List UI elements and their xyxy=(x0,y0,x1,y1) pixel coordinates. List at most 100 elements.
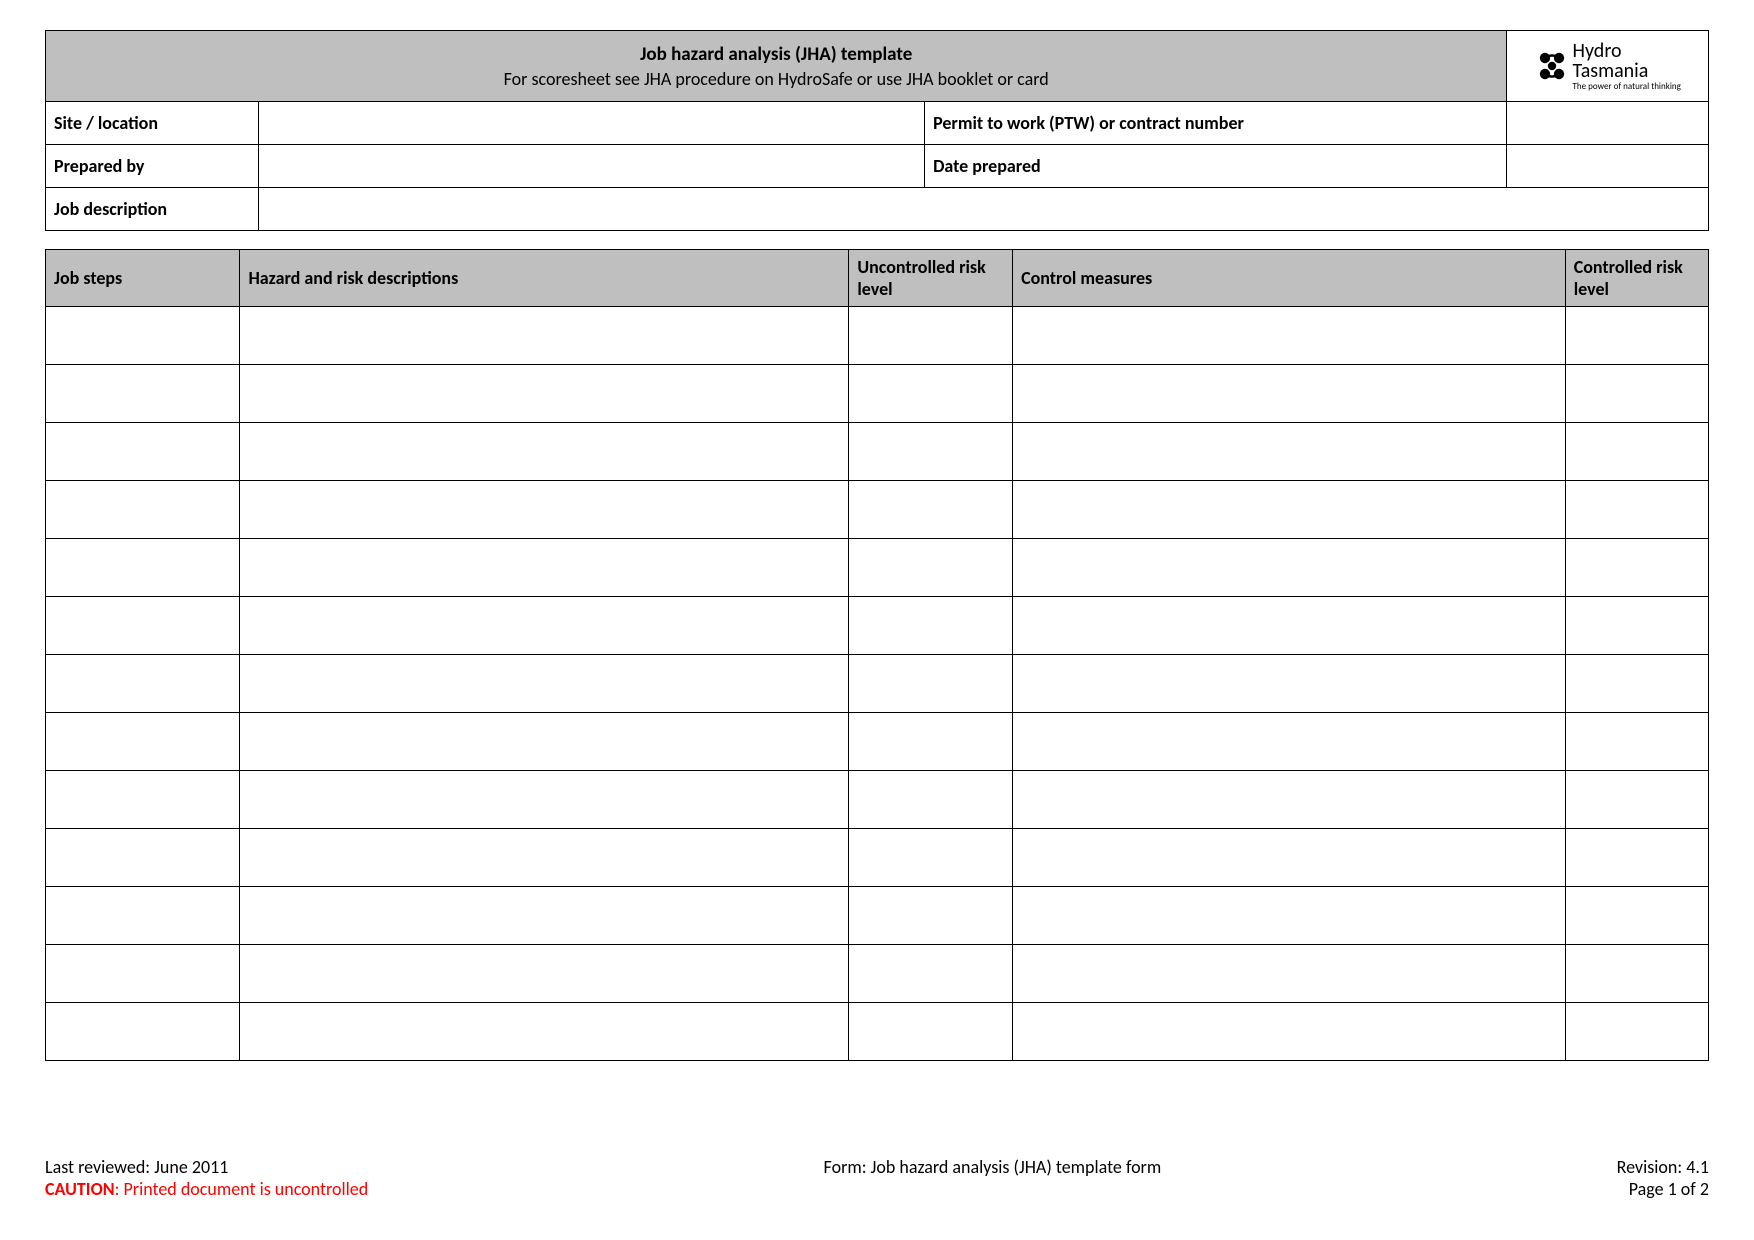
table-cell[interactable] xyxy=(46,829,240,887)
table-cell[interactable] xyxy=(1565,945,1708,1003)
logo-line2: Tasmania xyxy=(1573,61,1681,81)
table-cell[interactable] xyxy=(1013,655,1566,713)
job-description-value[interactable] xyxy=(258,188,1708,231)
table-cell[interactable] xyxy=(1013,423,1566,481)
table-cell[interactable] xyxy=(1013,945,1566,1003)
table-row xyxy=(46,539,1709,597)
table-cell[interactable] xyxy=(849,713,1013,771)
table-cell[interactable] xyxy=(1565,423,1708,481)
table-cell[interactable] xyxy=(1565,597,1708,655)
table-row xyxy=(46,655,1709,713)
table-cell[interactable] xyxy=(1565,887,1708,945)
table-cell[interactable] xyxy=(46,655,240,713)
table-cell[interactable] xyxy=(1565,829,1708,887)
table-cell[interactable] xyxy=(46,771,240,829)
table-cell[interactable] xyxy=(849,365,1013,423)
col-control-measures: Control measures xyxy=(1013,250,1566,307)
revision-value: 4.1 xyxy=(1686,1156,1709,1178)
table-cell[interactable] xyxy=(849,481,1013,539)
table-cell[interactable] xyxy=(240,887,849,945)
table-row xyxy=(46,1003,1709,1061)
permit-value[interactable] xyxy=(1507,102,1709,145)
table-cell[interactable] xyxy=(1013,481,1566,539)
caution-text: : Printed document is uncontrolled xyxy=(115,1178,369,1200)
table-row xyxy=(46,365,1709,423)
table-cell[interactable] xyxy=(46,365,240,423)
table-cell[interactable] xyxy=(849,597,1013,655)
table-cell[interactable] xyxy=(1013,365,1566,423)
title-sub: For scoresheet see JHA procedure on Hydr… xyxy=(54,68,1498,90)
table-cell[interactable] xyxy=(849,829,1013,887)
site-location-value[interactable] xyxy=(258,102,924,145)
table-row xyxy=(46,481,1709,539)
table-cell[interactable] xyxy=(240,307,849,365)
table-cell[interactable] xyxy=(1565,713,1708,771)
table-cell[interactable] xyxy=(1013,597,1566,655)
table-cell[interactable] xyxy=(240,829,849,887)
table-cell[interactable] xyxy=(849,307,1013,365)
table-cell[interactable] xyxy=(46,1003,240,1061)
table-cell[interactable] xyxy=(240,713,849,771)
table-row xyxy=(46,771,1709,829)
table-cell[interactable] xyxy=(1565,539,1708,597)
table-cell[interactable] xyxy=(849,1003,1013,1061)
table-cell[interactable] xyxy=(46,423,240,481)
title-main: Job hazard analysis (JHA) template xyxy=(54,43,1498,66)
table-cell[interactable] xyxy=(1565,771,1708,829)
table-cell[interactable] xyxy=(46,887,240,945)
col-controlled-risk: Controlled risk level xyxy=(1565,250,1708,307)
table-cell[interactable] xyxy=(46,945,240,1003)
table-cell[interactable] xyxy=(849,423,1013,481)
table-cell[interactable] xyxy=(849,771,1013,829)
form-label: Form: Job hazard analysis (JHA) template… xyxy=(824,1156,1162,1178)
page-label: Page 1 of 2 xyxy=(1617,1178,1709,1200)
table-cell[interactable] xyxy=(240,1003,849,1061)
col-hazard: Hazard and risk descriptions xyxy=(240,250,849,307)
table-cell[interactable] xyxy=(240,539,849,597)
table-cell[interactable] xyxy=(1013,887,1566,945)
table-cell[interactable] xyxy=(240,481,849,539)
table-cell[interactable] xyxy=(849,945,1013,1003)
table-cell[interactable] xyxy=(46,597,240,655)
table-cell[interactable] xyxy=(240,423,849,481)
date-prepared-value[interactable] xyxy=(1507,145,1709,188)
table-cell[interactable] xyxy=(1565,1003,1708,1061)
table-cell[interactable] xyxy=(849,887,1013,945)
table-cell[interactable] xyxy=(46,307,240,365)
table-row xyxy=(46,597,1709,655)
footer-center: Form: Job hazard analysis (JHA) template… xyxy=(368,1156,1616,1178)
table-cell[interactable] xyxy=(240,945,849,1003)
table-row xyxy=(46,307,1709,365)
table-cell[interactable] xyxy=(1565,365,1708,423)
table-cell[interactable] xyxy=(1013,307,1566,365)
table-row xyxy=(46,713,1709,771)
last-reviewed-label: Last reviewed: xyxy=(45,1156,154,1178)
table-cell[interactable] xyxy=(46,481,240,539)
table-cell[interactable] xyxy=(1013,713,1566,771)
footer-left: Last reviewed: June 2011 CAUTION: Printe… xyxy=(45,1156,368,1200)
revision-label: Revision: xyxy=(1617,1156,1687,1178)
table-cell[interactable] xyxy=(240,655,849,713)
table-cell[interactable] xyxy=(1013,771,1566,829)
table-row xyxy=(46,829,1709,887)
table-cell[interactable] xyxy=(46,539,240,597)
permit-label: Permit to work (PTW) or contract number xyxy=(925,102,1507,145)
table-cell[interactable] xyxy=(240,597,849,655)
table-cell[interactable] xyxy=(849,539,1013,597)
table-row xyxy=(46,423,1709,481)
table-cell[interactable] xyxy=(240,365,849,423)
last-reviewed-value: June 2011 xyxy=(154,1156,228,1178)
prepared-by-value[interactable] xyxy=(258,145,924,188)
table-cell[interactable] xyxy=(1013,1003,1566,1061)
table-cell[interactable] xyxy=(1565,307,1708,365)
table-row xyxy=(46,887,1709,945)
logo-cell: Hydro Tasmania The power of natural thin… xyxy=(1507,31,1709,102)
table-cell[interactable] xyxy=(1565,655,1708,713)
table-cell[interactable] xyxy=(1013,829,1566,887)
table-cell[interactable] xyxy=(1565,481,1708,539)
table-cell[interactable] xyxy=(849,655,1013,713)
table-cell[interactable] xyxy=(1013,539,1566,597)
table-cell[interactable] xyxy=(46,713,240,771)
site-location-label: Site / location xyxy=(46,102,259,145)
table-cell[interactable] xyxy=(240,771,849,829)
